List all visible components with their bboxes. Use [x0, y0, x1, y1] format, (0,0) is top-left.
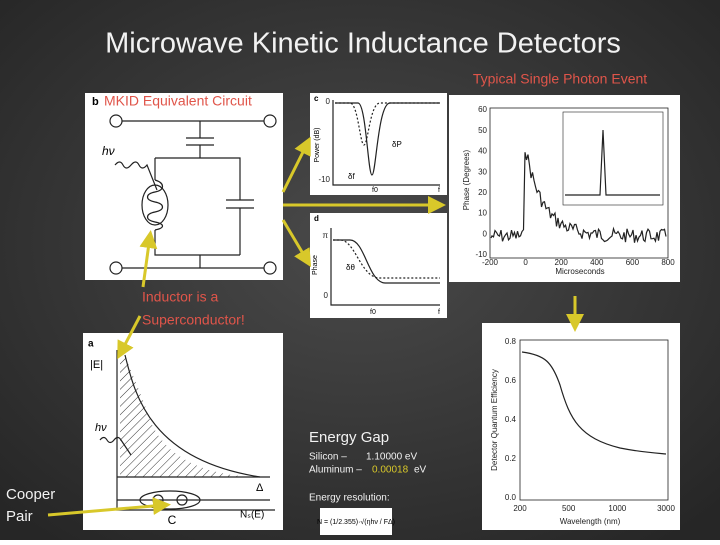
formula-box [320, 508, 392, 535]
phase-panel: d Phase π 0 δθ f0 f [310, 213, 447, 318]
arrows [47, 136, 584, 517]
panel-letter: c [314, 94, 319, 103]
tick-label: 1000 [608, 504, 626, 513]
tick-label: 0 [483, 229, 488, 238]
photon-label: hν [102, 144, 115, 158]
axis-label: f0 [372, 187, 378, 194]
axis-label: Power (dB) [314, 127, 321, 162]
inductor-note: Inductor is a [142, 289, 218, 305]
photon-label: hν [95, 422, 107, 434]
delta-label: δθ [346, 263, 355, 272]
tick-label: 3000 [657, 504, 675, 513]
cooper-pair-label: Pair [6, 508, 33, 525]
tick-label: 10 [478, 209, 487, 218]
slide-title: Microwave Kinetic Inductance Detectors [105, 28, 621, 60]
axis-label: f0 [370, 309, 376, 316]
efficiency-plot: Wavelength (nm) Detector Quantum Efficie… [482, 323, 680, 530]
axis-label: f [438, 309, 440, 316]
tick-label: 30 [478, 167, 487, 176]
event-title: Typical Single Photon Event [473, 71, 647, 87]
axis-label: Phase (Degrees) [462, 149, 471, 210]
tick-label: 800 [661, 258, 675, 267]
tick-label: 200 [513, 504, 527, 513]
panel-letter: b [92, 96, 99, 108]
panel-letter: a [88, 339, 94, 350]
aluminum-unit: eV [414, 465, 427, 476]
tick-label: 0 [324, 291, 329, 300]
silicon-label: Silicon – [309, 452, 347, 463]
event-plot: Microseconds Phase (Degrees) 60 50 40 30 20 1… [449, 95, 680, 282]
aluminum-label: Aluminum – [309, 465, 362, 476]
silicon-value: 1.10000 eV [366, 452, 417, 463]
resolution-label: Energy resolution: [309, 493, 390, 504]
axis-label: Microseconds [555, 267, 604, 276]
tick-label: 200 [555, 258, 569, 267]
axis-label: Wavelength (nm) [560, 517, 621, 526]
cooper-pair-label: Cooper [6, 486, 55, 503]
axis-label: Phase [312, 255, 319, 275]
axis-label: f [438, 187, 440, 194]
axis-label: |E| [90, 359, 103, 371]
delta-label: δf [348, 172, 355, 181]
power-panel: c Power (dB) 0 -10 δP δf f0 f [310, 93, 447, 195]
tick-label: 0.6 [505, 376, 517, 385]
tick-label: -200 [482, 258, 499, 267]
panel-letter: d [314, 214, 319, 223]
delta-label: δP [392, 140, 402, 149]
gap-label: Δ [256, 482, 264, 494]
tick-label: 500 [562, 504, 576, 513]
tick-label: 0 [523, 258, 528, 267]
tick-label: 0.0 [505, 493, 517, 502]
aluminum-value: 0.00018 [372, 465, 409, 476]
circuit-label: MKID Equivalent Circuit [104, 93, 252, 109]
tick-label: -10 [475, 250, 487, 259]
energy-gap-heading: Energy Gap [309, 429, 389, 446]
circuit-panel: b MKID Equivalent Circuit hν [85, 93, 283, 280]
tick-label: 600 [626, 258, 640, 267]
tick-label: 20 [478, 188, 487, 197]
tick-label: 50 [478, 126, 487, 135]
tick-label: π [322, 231, 328, 240]
axis-label: Nₛ(E) [240, 510, 264, 521]
tick-label: 400 [590, 258, 604, 267]
tick-label: 40 [478, 147, 487, 156]
axis-label: Detector Quantum Efficiency [490, 369, 499, 471]
tick-label: 0.2 [505, 454, 517, 463]
tick-label: 0.8 [505, 337, 517, 346]
tick-label: 60 [478, 105, 487, 114]
tick-label: 0 [326, 97, 331, 106]
cooper-label: C [168, 513, 177, 527]
gap-panel: a |E| hν Δ C Nₛ(E) [83, 333, 283, 530]
inductor-note: Superconductor! [142, 312, 245, 328]
tick-label: -10 [318, 175, 330, 184]
formula: N = (1/2.355)·√(ηhν / FΔ) [317, 518, 395, 526]
tick-label: 0.4 [505, 415, 517, 424]
